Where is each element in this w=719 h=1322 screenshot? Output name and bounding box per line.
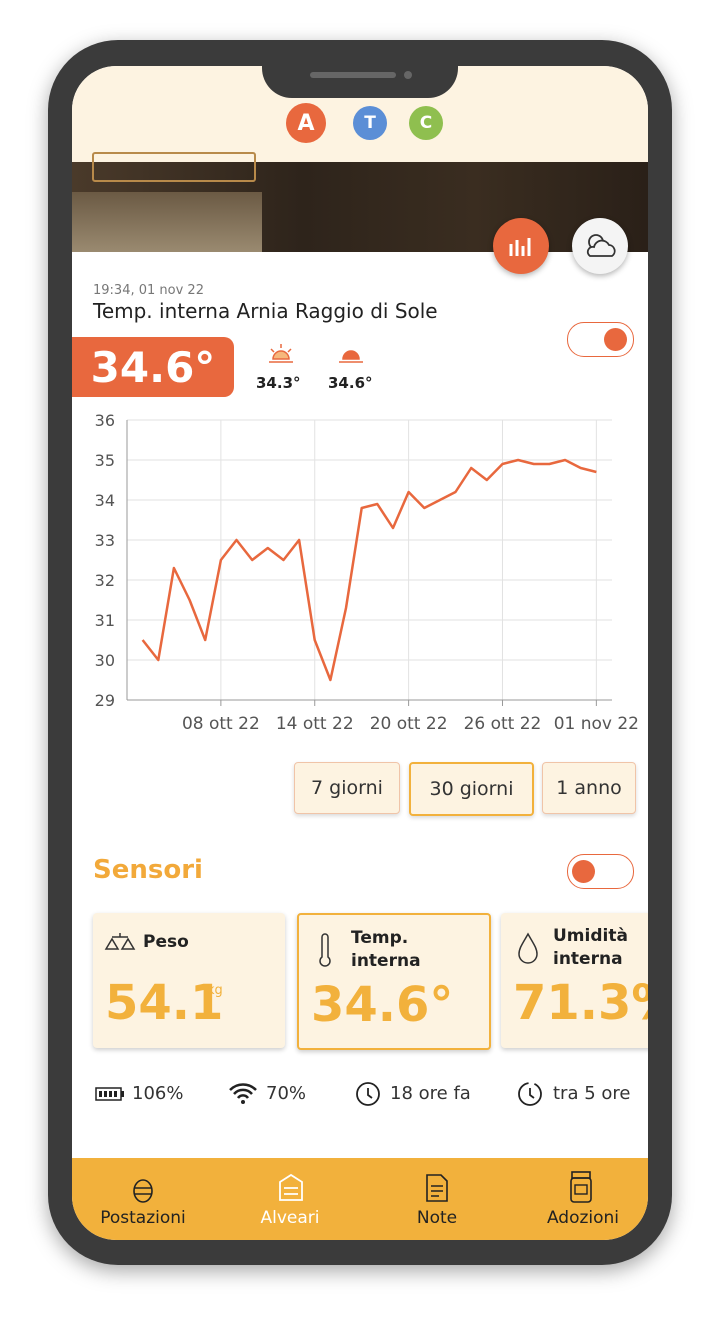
sunrise-icon [269,344,293,363]
history-icon [356,1082,380,1106]
x-tick-label: 01 nov 22 [554,714,639,734]
hero-image [72,152,648,252]
sunset-icon [339,350,363,363]
x-tick-label: 26 ott 22 [464,714,542,734]
sensor-card[interactable]: Peso 54.1 kg [93,913,285,1048]
sensor-card[interactable]: Umidità interna 71.3% [501,913,648,1048]
nav-item[interactable]: Note [416,1208,458,1228]
wifi-icon [229,1083,257,1104]
tab[interactable]: A [286,103,326,143]
reading-time: 19:34, 01 nov 22 [93,283,204,298]
last-update: 18 ore fa [390,1083,471,1104]
x-tick-label: 14 ott 22 [276,714,354,734]
reading-min: 34.3° [256,374,301,392]
y-tick-label: 30 [95,651,115,670]
chart-button[interactable] [493,218,549,274]
card-label: Peso [143,932,189,952]
y-tick-label: 33 [95,531,115,550]
x-tick-label: 20 ott 22 [370,714,448,734]
y-tick-label: 35 [95,451,115,470]
signal: 70% [266,1083,307,1104]
next-update: tra 5 ore [553,1083,631,1104]
reading-max: 34.6° [328,374,373,392]
next-icon [518,1082,542,1106]
battery-icon [95,1087,124,1101]
y-tick-label: 31 [95,611,115,630]
notch [262,66,458,98]
card-value: 71.3% [513,975,648,1031]
y-tick-label: 34 [95,491,115,510]
range-button[interactable]: 1 anno [542,762,636,814]
y-tick-label: 32 [95,571,115,590]
card-value: 34.6° [311,977,454,1033]
tab[interactable]: C [409,106,443,140]
nav-item[interactable]: Adozioni [546,1208,620,1228]
card-label: Temp. interna [351,928,421,971]
y-tick-label: 29 [95,691,115,710]
toggle[interactable] [567,854,634,889]
weather-button[interactable] [572,218,628,274]
nav-item[interactable]: Postazioni [100,1208,186,1228]
tab[interactable]: T [353,106,387,140]
range-button[interactable]: 30 giorni [409,762,534,816]
toggle[interactable] [567,322,634,357]
screen: A T C 19:34, 01 nov 22 Temp. interna Arn… [72,66,648,1240]
line [141,458,597,682]
x-tick-label: 08 ott 22 [182,714,260,734]
nav-item[interactable]: Alveari [260,1208,320,1228]
reading-title: Temp. interna Arnia Raggio di Sole [93,299,438,323]
sensors-title: Sensori [93,855,203,885]
battery: 106% [132,1083,184,1104]
card-value: 54.1 [105,975,224,1031]
nav-bar: Postazioni Alveari Note Adozioni [72,1158,648,1240]
card-unit: kg [207,983,223,998]
reading-value: 34.6° [72,337,234,397]
sensor-card[interactable]: Temp. interna 34.6° [297,913,491,1050]
chart: 29 30 31 32 33 34 35 36 08 ott 22 14 ott 22 20 ott… [95,411,639,734]
range-button[interactable]: 7 giorni [294,762,400,814]
card-label: Umidità interna [553,926,628,969]
y-tick-label: 36 [95,411,115,430]
